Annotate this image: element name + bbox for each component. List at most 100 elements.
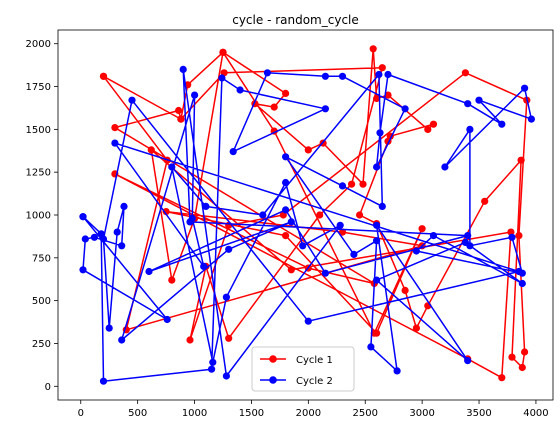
data-point [282, 179, 289, 186]
data-point [189, 215, 196, 222]
data-point [528, 116, 535, 123]
data-point [413, 247, 420, 254]
data-point [168, 163, 175, 170]
data-point [339, 182, 346, 189]
data-point [230, 148, 237, 155]
y-tick-label: 500 [32, 296, 51, 307]
x-tick-label: 1000 [182, 408, 207, 419]
data-point [359, 181, 366, 188]
data-point [218, 74, 225, 81]
data-point [288, 218, 295, 225]
data-point [375, 71, 382, 78]
x-tick-label: 4000 [523, 408, 548, 419]
data-point [186, 336, 193, 343]
data-point [118, 242, 125, 249]
data-point [373, 163, 380, 170]
data-point [379, 64, 386, 71]
data-point [148, 146, 155, 153]
data-point [348, 181, 355, 188]
data-point [219, 49, 226, 56]
data-point [120, 203, 127, 210]
data-point [379, 203, 386, 210]
data-point [264, 69, 271, 76]
data-point [441, 163, 448, 170]
data-point [299, 242, 306, 249]
x-tick-label: 0 [78, 408, 84, 419]
data-point [339, 73, 346, 80]
data-point [322, 270, 329, 277]
data-point [305, 318, 312, 325]
data-point [259, 211, 266, 218]
plot-area [79, 45, 535, 385]
data-point [111, 140, 118, 147]
y-tick-label: 1750 [26, 82, 51, 93]
data-point [521, 85, 528, 92]
data-point [508, 234, 515, 241]
data-point [430, 121, 437, 128]
data-point [91, 234, 98, 241]
y-tick-label: 0 [45, 382, 51, 393]
data-point [521, 348, 528, 355]
data-point [462, 239, 469, 246]
x-tick-label: 2500 [353, 408, 378, 419]
x-tick-label: 1500 [239, 408, 264, 419]
data-point [430, 232, 437, 239]
data-point [100, 378, 107, 385]
y-tick-label: 750 [32, 253, 51, 264]
data-point [282, 206, 289, 213]
data-point [175, 107, 182, 114]
data-point [106, 325, 113, 332]
data-point [518, 157, 525, 164]
data-point [519, 280, 526, 287]
y-tick-label: 2000 [26, 39, 51, 50]
data-point [373, 237, 380, 244]
data-point [316, 211, 323, 218]
data-point [322, 73, 329, 80]
data-point [515, 232, 522, 239]
data-point [481, 198, 488, 205]
data-point [515, 268, 522, 275]
x-tick-label: 2000 [296, 408, 321, 419]
data-point [180, 66, 187, 73]
data-point [413, 325, 420, 332]
data-point [114, 229, 121, 236]
data-point [475, 97, 482, 104]
data-point [337, 222, 344, 229]
data-point [100, 235, 107, 242]
x-tick-label: 3000 [409, 408, 434, 419]
y-tick-label: 1500 [26, 125, 51, 136]
x-tick-label: 500 [128, 408, 147, 419]
y-tick-label: 250 [32, 339, 51, 350]
data-point [100, 73, 107, 80]
data-point [237, 86, 244, 93]
y-tick-label: 1000 [26, 211, 51, 222]
data-point [462, 69, 469, 76]
data-point [402, 287, 409, 294]
data-point [282, 153, 289, 160]
data-point [464, 100, 471, 107]
x-axis: 0 500 1000 1500 2000 2500 3000 3500 4000 [78, 400, 549, 419]
data-point [373, 330, 380, 337]
data-point [282, 90, 289, 97]
data-point [202, 203, 209, 210]
data-point [200, 263, 207, 270]
legend-marker-cycle-2 [269, 376, 277, 384]
data-point [209, 359, 216, 366]
data-point [225, 246, 232, 253]
data-point [168, 277, 175, 284]
data-point [305, 146, 312, 153]
data-point [128, 97, 135, 104]
data-point [384, 71, 391, 78]
data-point [466, 126, 473, 133]
data-point [177, 116, 184, 123]
axes-frame [58, 30, 553, 400]
series-cycle-1 [100, 45, 531, 381]
data-point [376, 129, 383, 136]
data-point [498, 374, 505, 381]
data-point [322, 105, 329, 112]
chart-title: cycle - random_cycle [232, 13, 359, 27]
data-point [271, 104, 278, 111]
legend-label-cycle-1: Cycle 1 [296, 355, 333, 366]
data-point [79, 266, 86, 273]
